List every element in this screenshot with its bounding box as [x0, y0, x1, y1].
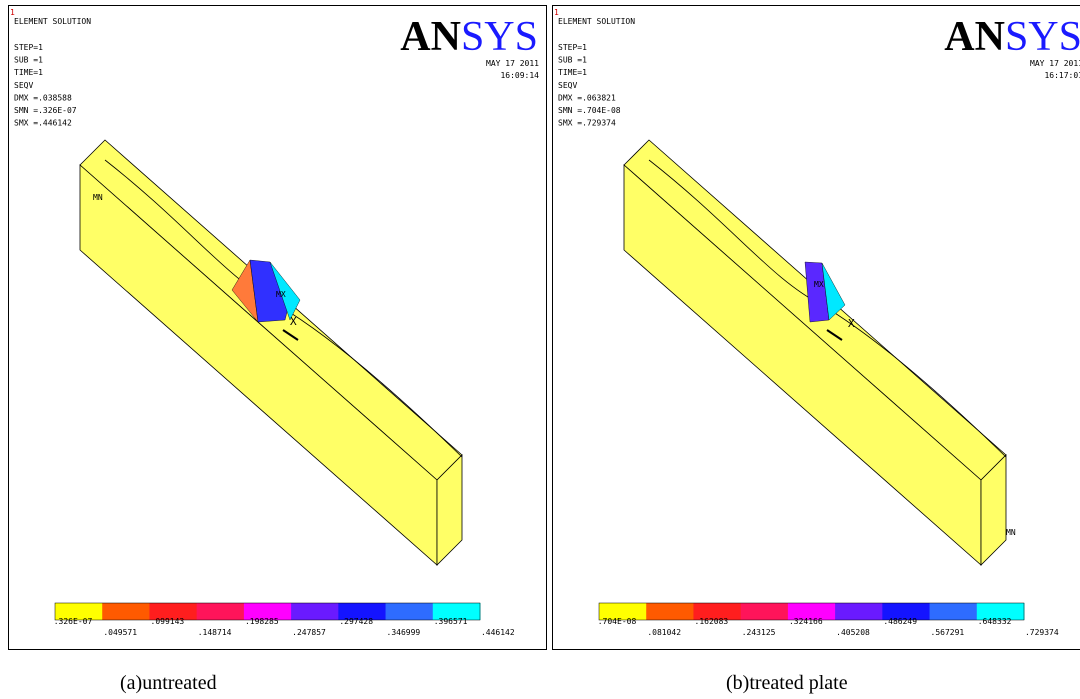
colorbar-label: .729374: [1025, 628, 1059, 637]
colorbar-label: .704E-08: [598, 617, 637, 626]
logo-part: AN: [400, 14, 461, 60]
info-line: STEP=1: [14, 43, 43, 52]
colorbar-label: .324166: [789, 617, 823, 626]
logo-part: AN: [944, 14, 1005, 60]
info-line: SMX =.446142: [14, 119, 72, 128]
time: 16:17:01: [1044, 71, 1080, 80]
time: 16:09:14: [500, 71, 539, 80]
colorbar-label: .326E-07: [54, 617, 93, 626]
logo-part: SYS: [461, 14, 538, 60]
figure: 1ELEMENT SOLUTIONSTEP=1SUB =1TIME=1SEQVD…: [0, 0, 1080, 699]
heading: ELEMENT SOLUTION: [558, 17, 635, 26]
date: MAY 17 2011: [486, 59, 539, 68]
colorbar-label: .567291: [931, 628, 965, 637]
colorbar-label: .346999: [387, 628, 421, 637]
colorbar-label: .486249: [883, 617, 917, 626]
axis-label: X: [848, 317, 855, 330]
corner-number: 1: [10, 8, 15, 17]
colorbar-segment: [102, 603, 150, 620]
colorbar-label: .297428: [339, 617, 373, 626]
mx-label: MX: [276, 290, 286, 299]
info-line: TIME=1: [558, 68, 587, 77]
mn-label: MN: [93, 193, 103, 202]
info-line: SMN =.704E-08: [558, 106, 621, 115]
info-line: STEP=1: [558, 43, 587, 52]
mx-label: MX: [814, 280, 824, 289]
info-line: SEQV: [14, 81, 33, 90]
colorbar-segment: [386, 603, 434, 620]
info-line: DMX =.063821: [558, 93, 616, 102]
colorbar-segment: [646, 603, 694, 620]
colorbar-segment: [197, 603, 245, 620]
colorbar-segment: [835, 603, 883, 620]
info-line: SUB =1: [14, 56, 43, 65]
colorbar-label: .148714: [198, 628, 232, 637]
colorbar-label: .446142: [481, 628, 515, 637]
info-line: SMX =.729374: [558, 119, 616, 128]
info-line: SUB =1: [558, 56, 587, 65]
logo-part: SYS: [1005, 14, 1080, 60]
info-line: SEQV: [558, 81, 577, 90]
heading: ELEMENT SOLUTION: [14, 17, 91, 26]
colorbar-label: .247857: [292, 628, 326, 637]
colorbar-label: .081042: [647, 628, 681, 637]
axis-label: X: [290, 315, 297, 328]
colorbar-label: .198285: [245, 617, 279, 626]
colorbar-label: .162083: [695, 617, 729, 626]
logo: ANSYS: [944, 14, 1080, 60]
colorbar-label: .405208: [836, 628, 870, 637]
info-line: DMX =.038588: [14, 93, 72, 102]
colorbar-segment: [930, 603, 978, 620]
colorbar-label: .396571: [434, 617, 468, 626]
colorbar-label: .099143: [151, 617, 185, 626]
colorbar-label: .049571: [103, 628, 137, 637]
corner-number: 1: [554, 8, 559, 17]
colorbar-segment: [741, 603, 789, 620]
colorbar-label: .243125: [742, 628, 776, 637]
info-line: SMN =.326E-07: [14, 106, 77, 115]
caption: (b)treated plate: [726, 672, 848, 695]
mn-label: MN: [1006, 528, 1016, 537]
date: MAY 17 2011: [1030, 59, 1080, 68]
logo: ANSYS: [400, 14, 538, 60]
colorbar-segment: [291, 603, 339, 620]
info-line: TIME=1: [14, 68, 43, 77]
colorbar-label: .648332: [978, 617, 1012, 626]
caption: (a)untreated: [120, 672, 217, 695]
